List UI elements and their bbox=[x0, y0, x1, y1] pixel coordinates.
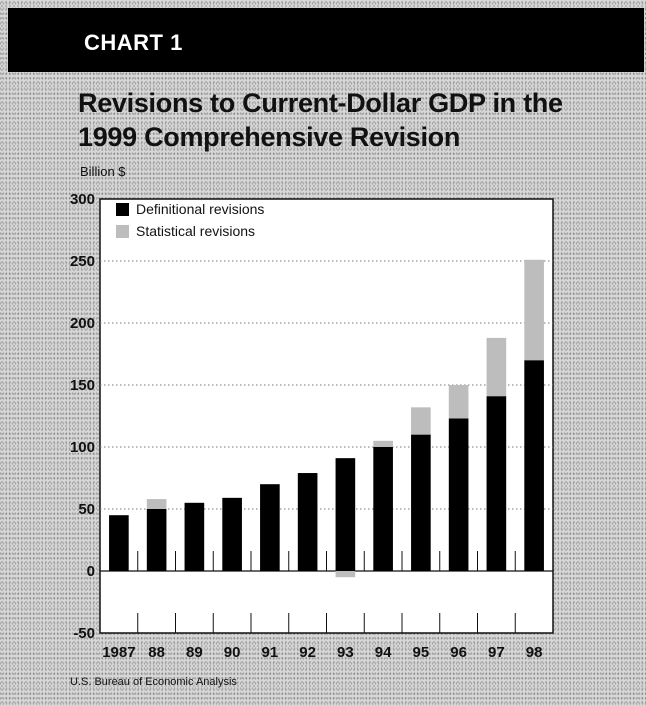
bar-definitional bbox=[524, 360, 544, 571]
x-tick-label: 90 bbox=[224, 644, 241, 661]
bar-statistical bbox=[448, 385, 469, 419]
chart-number: CHART 1 bbox=[84, 30, 183, 55]
y-axis-label: Billion $ bbox=[80, 164, 126, 179]
y-tick-label: 300 bbox=[70, 191, 95, 208]
x-tick-label: 91 bbox=[262, 644, 279, 661]
bar-definitional bbox=[260, 484, 280, 571]
legend-label-definitional: Definitional revisions bbox=[136, 201, 264, 217]
x-tick-label: 93 bbox=[337, 644, 354, 661]
chart-title: Revisions to Current-Dollar GDP in the 1… bbox=[78, 88, 563, 152]
x-tick-label: 1987 bbox=[102, 644, 135, 661]
y-tick-label: 200 bbox=[70, 315, 95, 332]
bar-definitional bbox=[146, 509, 167, 571]
y-tick-label: 50 bbox=[78, 501, 95, 518]
bar-statistical bbox=[335, 571, 356, 578]
y-tick-label: 150 bbox=[70, 377, 95, 394]
legend-swatch-statistical bbox=[116, 225, 129, 238]
bar-definitional bbox=[184, 502, 205, 571]
x-tick-label: 97 bbox=[488, 644, 505, 661]
x-tick-label: 94 bbox=[375, 644, 392, 661]
x-tick-label: 89 bbox=[186, 644, 203, 661]
bar-definitional bbox=[222, 497, 242, 571]
bar-definitional bbox=[373, 447, 393, 571]
bar-definitional bbox=[448, 418, 469, 571]
y-ticks: -50 0 50 100 150 200 250 300 bbox=[70, 191, 95, 642]
x-tick-label: 98 bbox=[526, 644, 543, 661]
bar-statistical bbox=[524, 259, 544, 361]
bar-statistical bbox=[411, 407, 431, 435]
y-tick-label: -50 bbox=[73, 625, 95, 642]
bar-definitional bbox=[109, 515, 129, 571]
bar-definitional bbox=[486, 396, 507, 571]
bar-definitional bbox=[411, 434, 431, 571]
bar-statistical bbox=[146, 499, 167, 509]
bar-definitional bbox=[297, 473, 318, 571]
bars bbox=[109, 259, 544, 578]
y-tick-label: 100 bbox=[70, 439, 95, 456]
y-tick-label: 0 bbox=[87, 563, 95, 580]
bar-statistical bbox=[373, 440, 393, 447]
legend-swatch-definitional bbox=[116, 203, 129, 216]
x-ticks: 1987 88 89 90 91 92 93 94 95 96 97 98 bbox=[102, 551, 542, 661]
bar-definitional bbox=[335, 458, 356, 571]
x-tick-label: 96 bbox=[450, 644, 467, 661]
x-tick-label: 95 bbox=[413, 644, 430, 661]
y-tick-label: 250 bbox=[70, 253, 95, 270]
x-tick-label: 88 bbox=[148, 644, 165, 661]
x-tick-label: 92 bbox=[299, 644, 316, 661]
chart-banner: CHART 1 bbox=[8, 8, 644, 72]
legend: Definitional revisions Statistical revisi… bbox=[116, 201, 264, 239]
legend-label-statistical: Statistical revisions bbox=[136, 223, 255, 239]
source-note: U.S. Bureau of Economic Analysis bbox=[70, 676, 237, 688]
bar-statistical bbox=[486, 337, 507, 397]
